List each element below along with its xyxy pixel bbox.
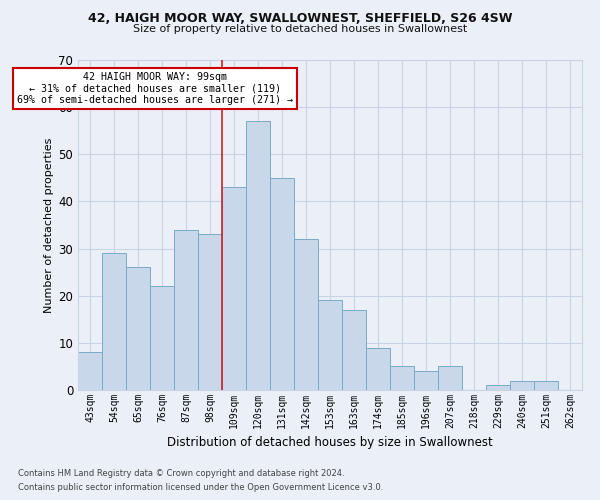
- Bar: [150, 286, 174, 390]
- Bar: [102, 254, 126, 390]
- Text: 42, HAIGH MOOR WAY, SWALLOWNEST, SHEFFIELD, S26 4SW: 42, HAIGH MOOR WAY, SWALLOWNEST, SHEFFIE…: [88, 12, 512, 26]
- Bar: [174, 230, 198, 390]
- Bar: [222, 188, 246, 390]
- Bar: [318, 300, 342, 390]
- Text: Contains public sector information licensed under the Open Government Licence v3: Contains public sector information licen…: [18, 484, 383, 492]
- Bar: [246, 122, 270, 390]
- Bar: [270, 178, 294, 390]
- Bar: [78, 352, 102, 390]
- Text: Contains HM Land Registry data © Crown copyright and database right 2024.: Contains HM Land Registry data © Crown c…: [18, 468, 344, 477]
- Bar: [510, 380, 534, 390]
- Bar: [342, 310, 366, 390]
- Bar: [414, 371, 438, 390]
- Y-axis label: Number of detached properties: Number of detached properties: [44, 138, 54, 312]
- Bar: [534, 380, 558, 390]
- Bar: [198, 234, 222, 390]
- Text: 42 HAIGH MOOR WAY: 99sqm
← 31% of detached houses are smaller (119)
69% of semi-: 42 HAIGH MOOR WAY: 99sqm ← 31% of detach…: [17, 72, 293, 105]
- Bar: [366, 348, 390, 390]
- Bar: [126, 268, 150, 390]
- Bar: [486, 386, 510, 390]
- Bar: [438, 366, 462, 390]
- X-axis label: Distribution of detached houses by size in Swallownest: Distribution of detached houses by size …: [167, 436, 493, 450]
- Bar: [294, 239, 318, 390]
- Text: Size of property relative to detached houses in Swallownest: Size of property relative to detached ho…: [133, 24, 467, 34]
- Bar: [390, 366, 414, 390]
